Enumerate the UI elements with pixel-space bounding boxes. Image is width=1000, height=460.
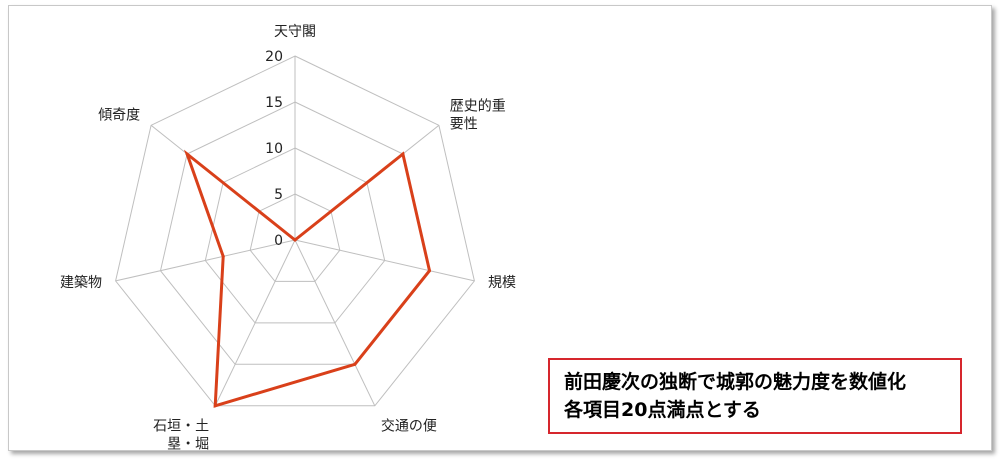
axis-label-line: 要性 — [450, 117, 478, 133]
grid-spoke — [294, 239, 376, 407]
tick-label: 20 — [265, 49, 283, 65]
axis-label-line: 塁・堀 — [167, 436, 209, 452]
data-point — [428, 269, 431, 273]
grid-ring-20 — [115, 55, 475, 407]
grid-spoke — [115, 239, 296, 282]
axis-label-line: 交通の便 — [381, 417, 437, 434]
axis-label-line: 規模 — [488, 275, 516, 291]
axis-label-line: 天守閣 — [274, 24, 316, 40]
grid-spoke — [294, 239, 475, 282]
grid-ring-5 — [249, 193, 341, 282]
axis-label: 建築物 — [60, 275, 102, 291]
axis-label: 傾奇度 — [98, 107, 140, 124]
tick-label: 15 — [265, 95, 283, 111]
axis-label: 規模 — [488, 275, 516, 291]
radar-series — [183, 149, 432, 408]
data-point — [221, 254, 225, 258]
axis-label-line: 建築物 — [60, 275, 102, 291]
tick-label: 10 — [265, 141, 283, 157]
axis-label: 交通の便 — [381, 417, 437, 434]
annotation-line-1: 前田慶次の独断で城郭の魅力度を数値化 — [564, 371, 907, 393]
series-line — [183, 149, 432, 408]
data-point — [293, 238, 297, 242]
axis-label-line: 歴史的重 — [450, 99, 506, 115]
data-point — [401, 152, 405, 156]
axis-label: 天守閣 — [274, 24, 316, 40]
radar-grid — [115, 55, 475, 407]
grid-ring-10 — [204, 147, 386, 324]
grid-spoke — [214, 239, 296, 407]
axis-label-line: 石垣・土 — [153, 418, 209, 434]
data-point — [213, 404, 217, 408]
annotation-box: 前田慶次の独断で城郭の魅力度を数値化 各項目20点満点とする — [548, 358, 962, 434]
radar-ticks: 0 5 10 15 20 — [265, 49, 283, 249]
tick-label: 0 — [274, 233, 283, 249]
axis-label-line: 傾奇度 — [98, 107, 140, 124]
annotation-line-2: 各項目20点満点とする — [564, 399, 761, 421]
axis-label: 石垣・土塁・堀 — [153, 418, 209, 452]
data-point — [353, 362, 357, 366]
axis-label: 歴史的重要性 — [450, 99, 506, 133]
data-point — [185, 152, 189, 156]
tick-label: 5 — [274, 187, 283, 203]
